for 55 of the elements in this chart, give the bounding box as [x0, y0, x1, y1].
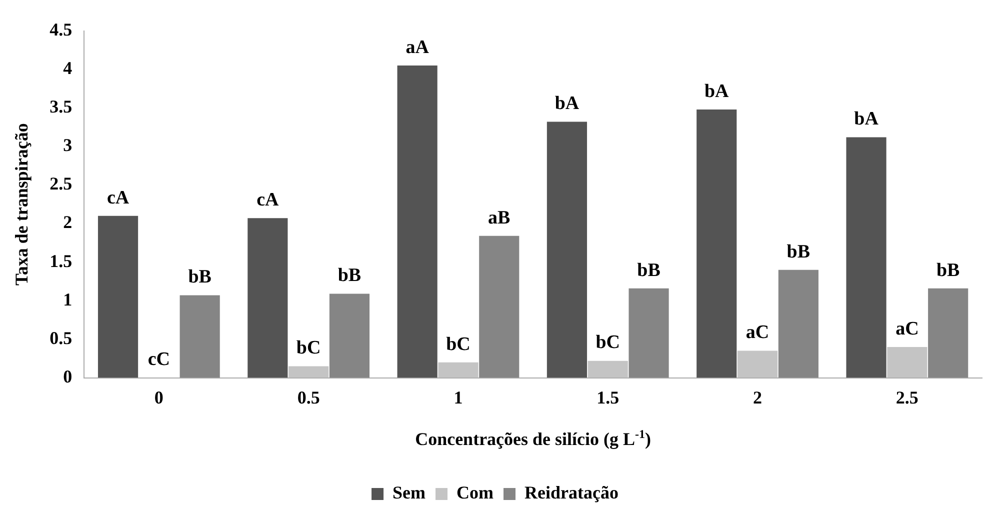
data-label: cA	[106, 187, 130, 208]
bar	[479, 236, 520, 378]
x-tick-label: 0	[154, 387, 164, 408]
data-label: bC	[296, 338, 321, 359]
bar	[928, 288, 968, 378]
y-axis-title: Taxa de transpiração	[11, 123, 32, 286]
legend-label: Reidratação	[524, 482, 618, 503]
bar	[887, 346, 928, 378]
x-tick-label: 1	[454, 387, 463, 408]
data-label: bA	[854, 108, 879, 130]
bar	[696, 109, 737, 378]
data-label: bB	[637, 260, 661, 281]
y-tick-label: 0.5	[50, 328, 72, 348]
legend-label: Sem	[392, 482, 426, 503]
data-label: bA	[554, 93, 580, 114]
data-label: bA	[704, 80, 730, 102]
y-tick-label: 1.5	[50, 250, 72, 271]
data-label: bB	[338, 265, 362, 286]
bar	[329, 294, 370, 378]
y-tick-label: 3	[63, 135, 72, 156]
data-label: bB	[936, 260, 960, 281]
y-tick-label: 2	[63, 212, 72, 232]
legend-label: Com	[456, 482, 494, 503]
bar	[248, 218, 288, 378]
y-tick-label: 0	[63, 366, 72, 386]
bar	[98, 216, 138, 378]
bar	[628, 288, 669, 378]
x-tick-label: 2	[753, 387, 762, 408]
x-tick-label: 1.5	[596, 387, 620, 408]
y-tick-label: 1	[63, 289, 72, 310]
data-label: aA	[406, 36, 430, 58]
y-tick-label: 2.5	[50, 174, 72, 194]
x-tick-label: 0.5	[297, 387, 320, 408]
bar	[288, 366, 329, 378]
bar	[546, 122, 588, 378]
data-label: cC	[148, 349, 170, 370]
data-label: aC	[896, 318, 919, 340]
bar	[737, 350, 778, 378]
x-tick-label: 2.5	[896, 387, 918, 408]
bar	[180, 295, 220, 378]
bar	[778, 270, 818, 378]
y-tick-label: 4.5	[50, 19, 72, 40]
data-label: cA	[256, 190, 280, 211]
data-label: bC	[446, 334, 470, 355]
bar	[397, 66, 438, 378]
data-label: bC	[596, 332, 620, 354]
data-label: aB	[488, 207, 511, 228]
y-tick-label: 4	[63, 58, 72, 78]
bar	[588, 360, 628, 378]
bar	[846, 137, 886, 378]
data-label: bB	[188, 266, 212, 288]
bar	[438, 362, 478, 378]
data-label: bB	[786, 241, 810, 262]
data-label: aC	[746, 322, 770, 344]
y-tick-label: 3.5	[50, 96, 72, 117]
